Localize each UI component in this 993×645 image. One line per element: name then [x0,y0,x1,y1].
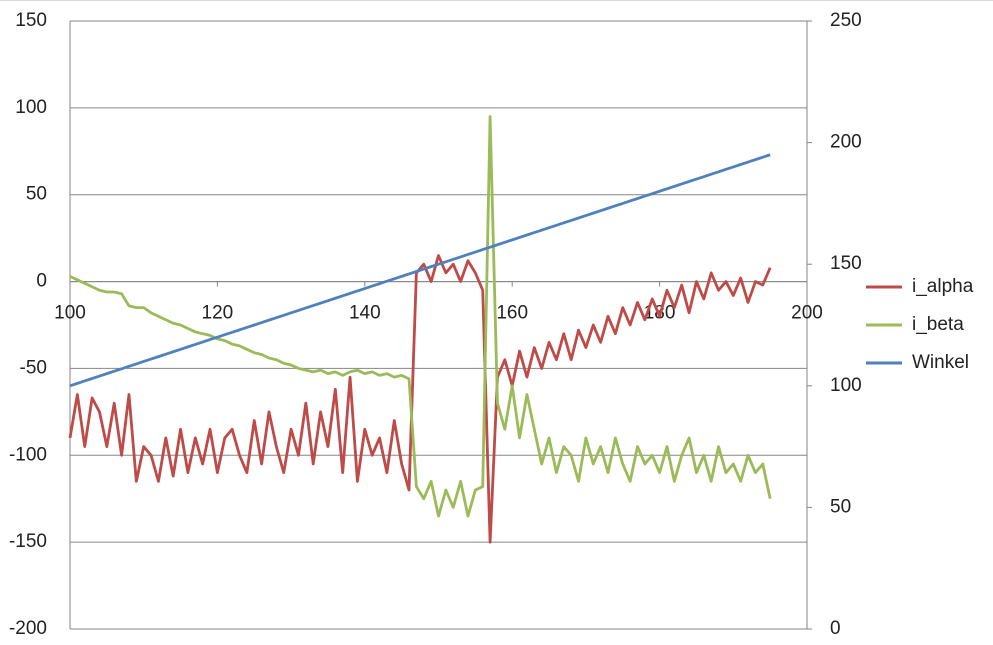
legend-label: Winkel [912,352,969,373]
legend-label: i_alpha [912,276,974,297]
legend-label: i_beta [912,314,964,335]
y-tick-label: -100 [9,444,47,465]
x-tick-label: 100 [54,303,86,324]
series-line [69,115,772,518]
x-tick-label: 200 [791,303,823,324]
y-tick-label: 150 [15,10,47,31]
x-tick-label: 140 [349,303,381,324]
y2-tick-label: 100 [830,375,862,396]
x-tick-label: 120 [202,303,234,324]
y2-tick-label: 50 [830,496,851,517]
y2-tick-label: 200 [830,132,862,153]
y2-tick-label: 0 [830,618,841,639]
y-tick-label: 0 [36,271,47,292]
y2-tick-label: 250 [830,10,862,31]
x-tick-label: 160 [496,303,528,324]
y-tick-label: 100 [15,97,47,118]
y2-tick-label: 150 [830,253,862,274]
y-tick-label: -200 [9,618,47,639]
series-line [68,254,772,544]
y-tick-label: 50 [26,184,47,205]
y-tick-label: -50 [20,357,47,378]
y-tick-label: -150 [9,531,47,552]
series-line [69,153,771,388]
